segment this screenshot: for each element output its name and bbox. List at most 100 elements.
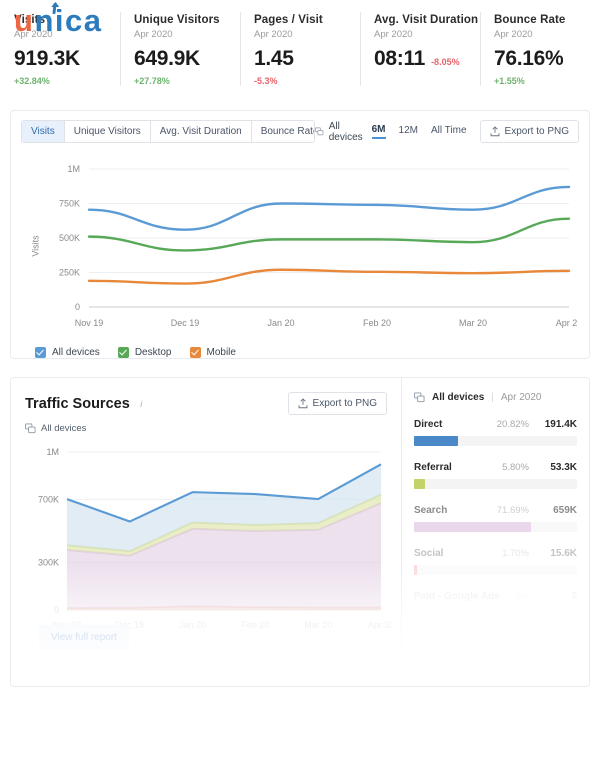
- traffic-sources-title: Traffic Sources: [25, 395, 130, 412]
- traffic-source-row-labels: Social 1.70% 15.6K: [414, 548, 577, 559]
- export-button-label: Export to PNG: [504, 126, 569, 137]
- metric-card-bounce-rate: Bounce Rate Apr 2020 76.16% +1.55%: [480, 10, 600, 108]
- metric-value: 08:11: [374, 47, 426, 70]
- metric-tabs: Visits Unique Visitors Avg. Visit Durati…: [21, 120, 316, 143]
- traffic-source-bar-track: [414, 608, 577, 618]
- range-12m[interactable]: 12M: [398, 125, 418, 136]
- devices-icon: [414, 392, 425, 403]
- traffic-sources-left-panel: Traffic Sources i Export to PNG All devi: [11, 378, 401, 686]
- svg-text:1M: 1M: [46, 447, 59, 457]
- chart-legend: All devices Desktop Mobile: [21, 341, 579, 358]
- chart-toolbar: Visits Unique Visitors Avg. Visit Durati…: [11, 111, 589, 151]
- checkbox-desktop[interactable]: [117, 347, 129, 358]
- logo-text-blue: nica: [34, 3, 103, 38]
- traffic-source-bar-fill: [414, 522, 532, 532]
- traffic-source-row[interactable]: Paid - Google Ads 0% 0: [414, 591, 577, 618]
- view-full-report-button[interactable]: View full report: [39, 625, 129, 650]
- traffic-device-selector[interactable]: All devices: [11, 415, 401, 434]
- upload-icon: [298, 398, 307, 409]
- metric-title: Bounce Rate: [494, 14, 566, 26]
- tab-bounce-rate[interactable]: Bounce Rate: [251, 121, 315, 142]
- traffic-source-bar-fill: [414, 479, 426, 489]
- legend-item-desktop[interactable]: Desktop: [117, 347, 172, 358]
- metric-value: 919.3K: [14, 47, 80, 70]
- right-panel-divider: |: [491, 392, 494, 403]
- export-to-png-button[interactable]: Export to PNG: [479, 120, 579, 143]
- svg-text:0: 0: [54, 605, 59, 615]
- svg-text:Jan 20: Jan 20: [267, 318, 294, 328]
- metric-delta: +32.84%: [14, 76, 50, 86]
- svg-text:500K: 500K: [59, 233, 80, 243]
- svg-text:300K: 300K: [38, 558, 59, 568]
- metric-period: Apr 2020: [374, 29, 413, 40]
- legend-item-all-devices[interactable]: All devices: [35, 347, 100, 358]
- metric-title: Visits: [14, 14, 46, 26]
- tab-visits[interactable]: Visits: [22, 121, 65, 142]
- traffic-source-name: Search: [414, 505, 448, 516]
- tab-unique-visitors[interactable]: Unique Visitors: [64, 121, 151, 142]
- traffic-source-row[interactable]: Search 71.69% 659K: [414, 505, 577, 532]
- legend-item-mobile[interactable]: Mobile: [189, 347, 236, 358]
- traffic-device-label: All devices: [41, 423, 87, 434]
- metric-delta: -5.3%: [254, 76, 278, 86]
- devices-icon: [25, 423, 36, 434]
- tab-avg-visit-duration[interactable]: Avg. Visit Duration: [150, 121, 252, 142]
- legend-label: All devices: [52, 347, 100, 358]
- traffic-source-percent: 71.69%: [496, 505, 529, 516]
- traffic-source-name: Social: [414, 548, 444, 559]
- traffic-source-name: Referral: [414, 462, 452, 473]
- metric-period: Apr 2020: [14, 29, 53, 40]
- svg-text:Apr 20: Apr 20: [556, 318, 577, 328]
- traffic-export-button-label: Export to PNG: [312, 398, 377, 409]
- info-icon[interactable]: i: [140, 398, 143, 409]
- metric-title: Unique Visitors: [134, 14, 220, 26]
- metric-delta: +1.55%: [494, 76, 525, 86]
- svg-text:250K: 250K: [59, 268, 80, 278]
- metric-delta: -8.05%: [431, 57, 460, 67]
- traffic-source-percent: 5.80%: [502, 462, 529, 473]
- traffic-source-bar-track: [414, 436, 577, 446]
- range-6m[interactable]: 6M: [371, 124, 386, 139]
- traffic-source-row[interactable]: Direct 20.82% 191.4K: [414, 419, 577, 446]
- traffic-source-bar-fill: [414, 436, 458, 446]
- traffic-source-row[interactable]: Referral 5.80% 53.3K: [414, 462, 577, 489]
- checkbox-all-devices[interactable]: [35, 347, 46, 358]
- traffic-source-value: 191.4K: [544, 419, 577, 430]
- metric-title: Avg. Visit Duration: [374, 14, 479, 26]
- svg-text:Mar 20: Mar 20: [459, 318, 487, 328]
- svg-text:0: 0: [75, 302, 80, 312]
- metric-period: Apr 2020: [494, 29, 533, 40]
- line-chart-svg: 0 250K 500K 750K 1M Nov 19 Dec 19 Jan 20 Feb 20 M…: [59, 164, 582, 328]
- traffic-source-name: Direct: [414, 419, 443, 430]
- metric-card-avg-visit-duration: Avg. Visit Duration Apr 2020 08:11 -8.05…: [360, 10, 480, 108]
- toolbar-right: All devices 6M 12M All Time Export to PN…: [315, 120, 579, 143]
- metric-card-pages-per-visit: Pages / Visit Apr 2020 1.45 -5.3%: [240, 10, 360, 108]
- checkbox-mobile[interactable]: [189, 347, 201, 358]
- metric-period: Apr 2020: [134, 29, 173, 40]
- svg-text:Feb 20: Feb 20: [363, 318, 391, 328]
- traffic-export-to-png-button[interactable]: Export to PNG: [287, 392, 387, 415]
- metric-value: 1.45: [254, 47, 294, 70]
- traffic-source-row-labels: Referral 5.80% 53.3K: [414, 462, 577, 473]
- upload-icon: [490, 126, 499, 137]
- traffic-source-list: Direct 20.82% 191.4K Referral 5.80% 53.3K Sear…: [414, 419, 577, 618]
- traffic-source-percent: 1.70%: [502, 548, 529, 559]
- metric-value: 649.9K: [134, 47, 200, 70]
- traffic-source-row-labels: Search 71.69% 659K: [414, 505, 577, 516]
- visits-line-chart: Visits 0 250K 500K 750K 1M Nov 19 Dec 19 Jan 20…: [11, 151, 589, 341]
- metric-card-unique-visitors: Unique Visitors Apr 2020 649.9K +27.78%: [120, 10, 240, 108]
- legend-label: Mobile: [206, 347, 236, 358]
- traffic-source-value: 0: [571, 591, 577, 602]
- visits-chart-card: Visits Unique Visitors Avg. Visit Durati…: [10, 110, 590, 359]
- range-all-time[interactable]: All Time: [430, 125, 467, 136]
- traffic-source-bar-track: [414, 565, 577, 575]
- device-selector[interactable]: All devices: [315, 121, 367, 143]
- traffic-source-row[interactable]: Social 1.70% 15.6K: [414, 548, 577, 575]
- traffic-source-bar-track: [414, 479, 577, 489]
- svg-text:Dec 19: Dec 19: [171, 318, 200, 328]
- device-selector-label: All devices: [328, 120, 363, 143]
- logo-text-orange: u: [14, 3, 35, 38]
- svg-text:700K: 700K: [38, 494, 59, 504]
- metric-title: Pages / Visit: [254, 14, 323, 26]
